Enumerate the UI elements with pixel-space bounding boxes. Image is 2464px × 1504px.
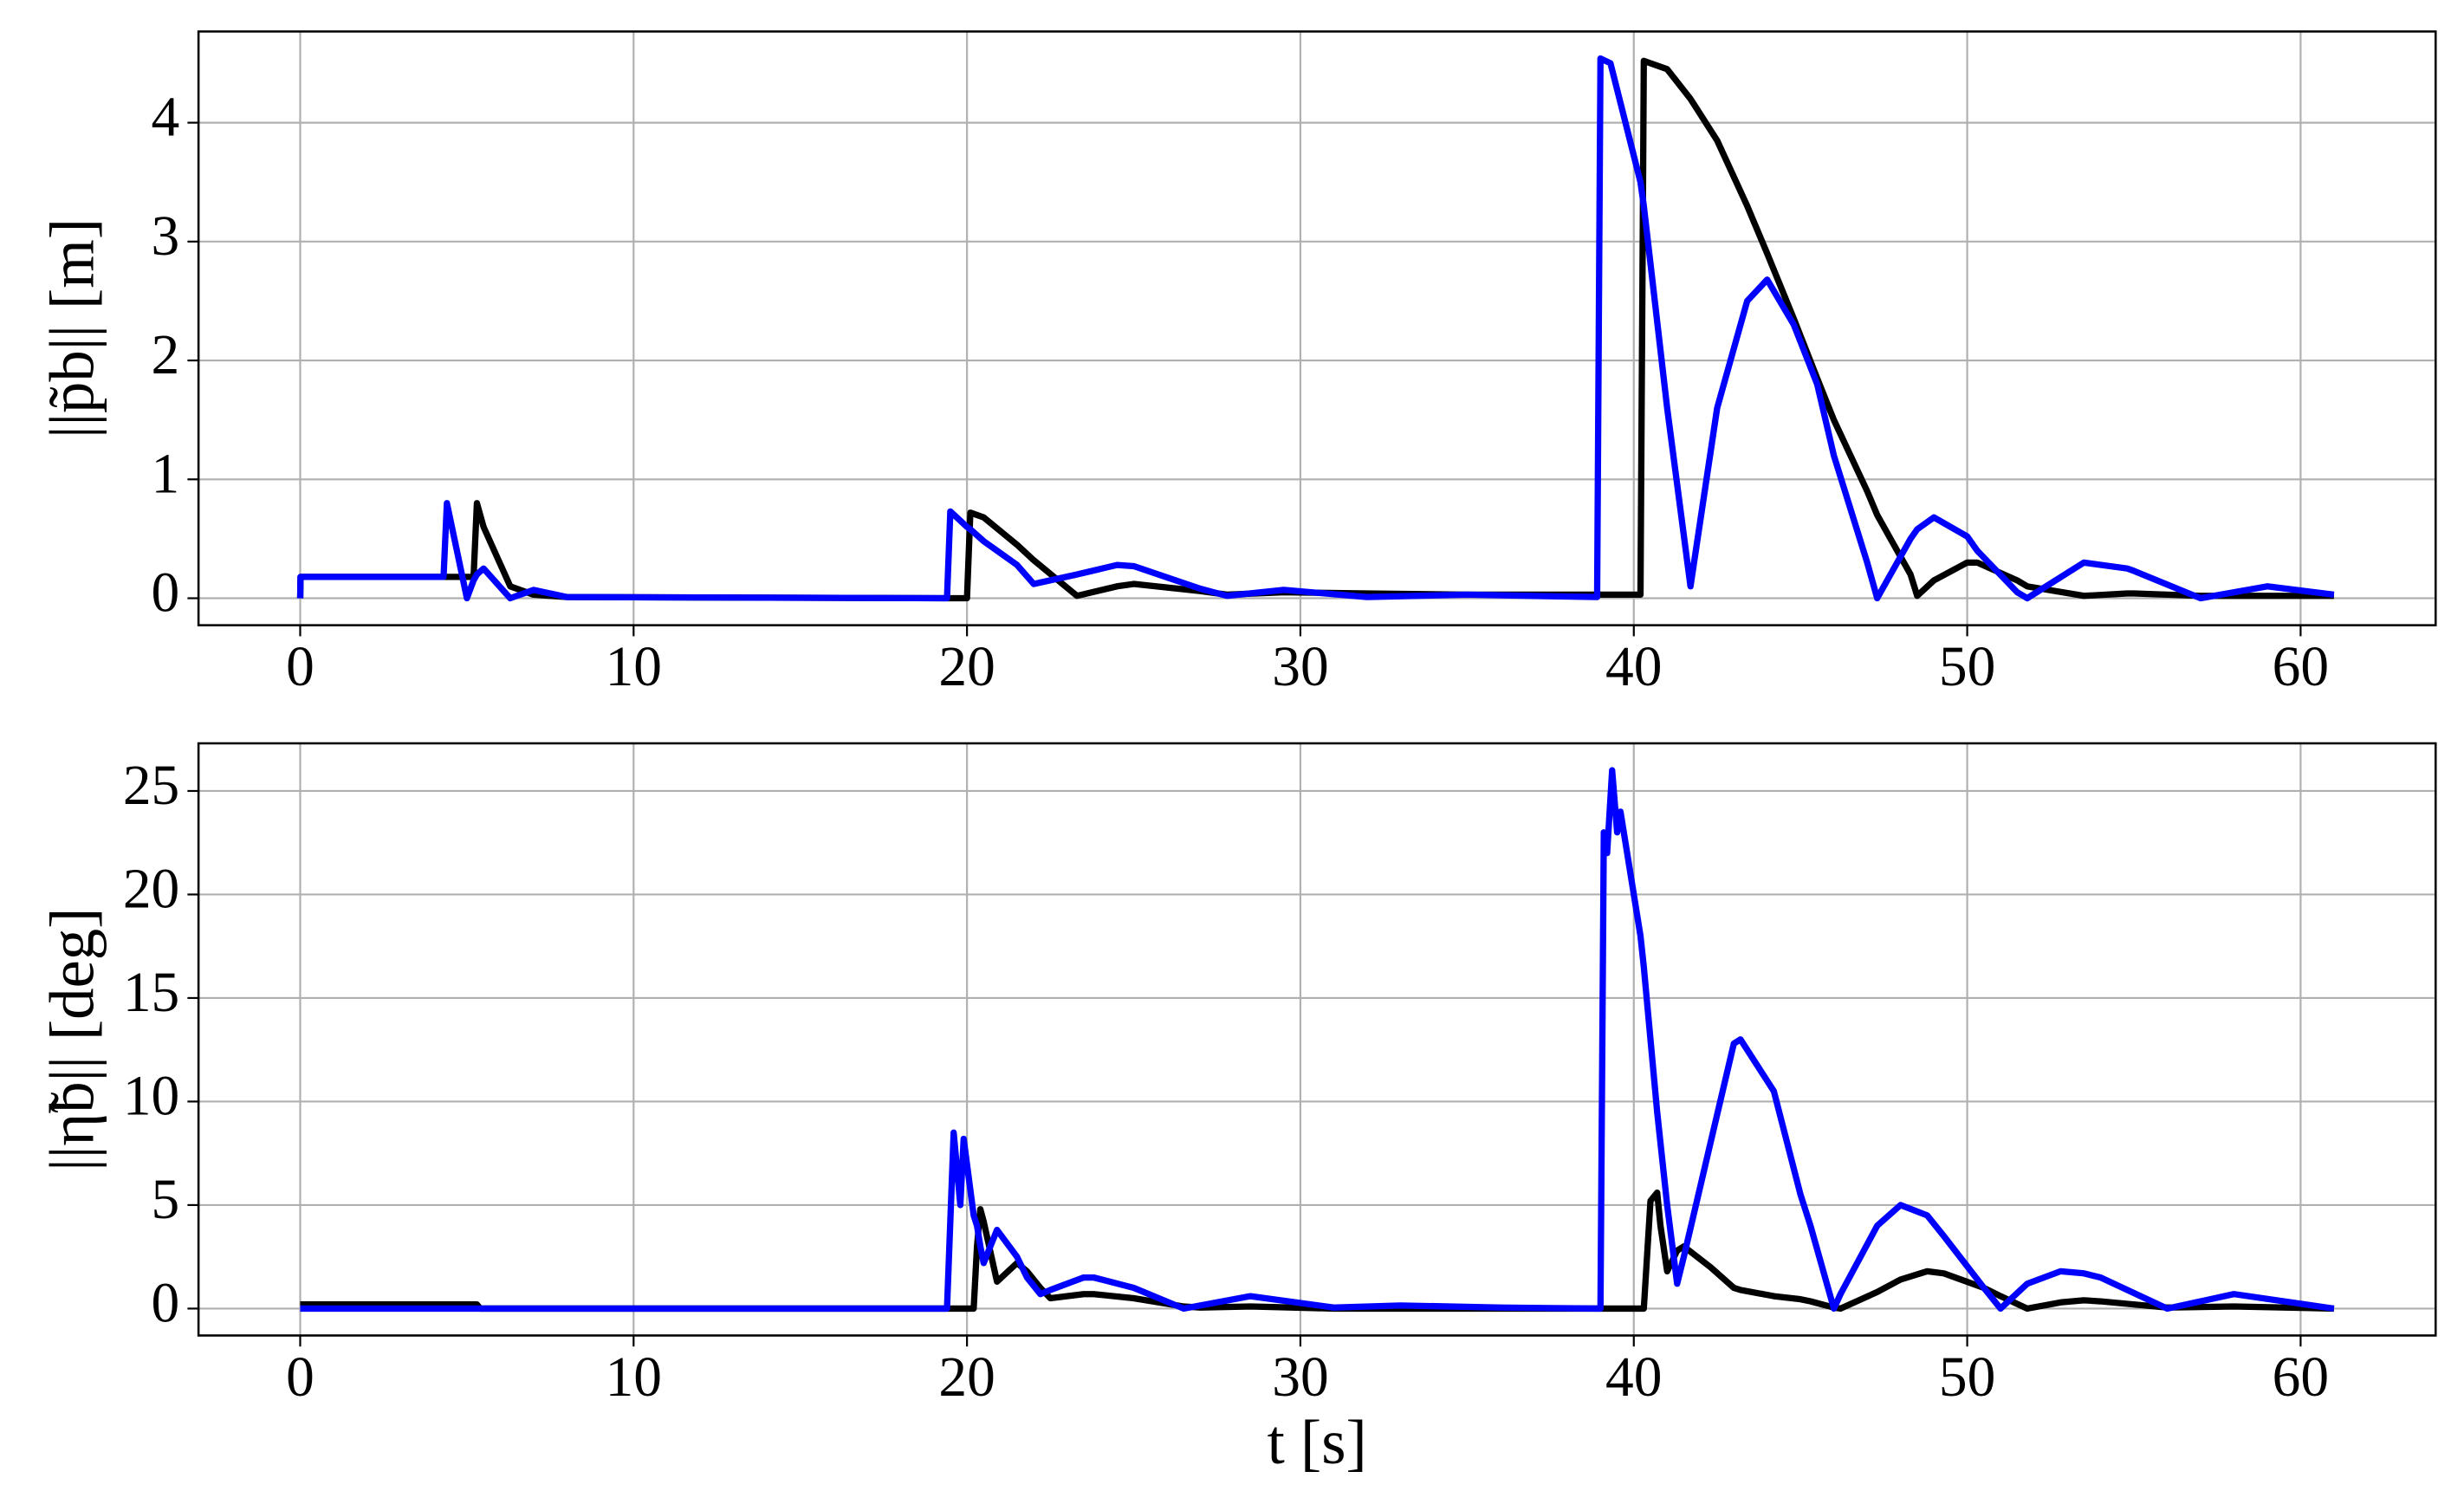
plot-frame bbox=[197, 30, 2437, 626]
x-tick-label: 20 bbox=[938, 636, 995, 698]
y-tick-label: 1 bbox=[152, 443, 180, 505]
data-line bbox=[296, 55, 2335, 602]
x-tick-label: 10 bbox=[606, 636, 662, 698]
y-tick-label: 2 bbox=[152, 324, 180, 386]
plot-frame bbox=[197, 742, 2437, 1337]
y-axis-label: ||η̃b|| [deg] bbox=[37, 908, 107, 1171]
x-tick-label: 50 bbox=[1939, 636, 1995, 698]
y-tick-label: 0 bbox=[152, 562, 180, 625]
x-axis-label: t [s] bbox=[1268, 1407, 1367, 1477]
x-tick-label: 0 bbox=[286, 636, 314, 698]
x-tick-label: 50 bbox=[1939, 1346, 1995, 1409]
x-tick-label: 10 bbox=[606, 1346, 662, 1409]
y-tick-label: 4 bbox=[152, 87, 180, 149]
y-tick-label: 10 bbox=[123, 1065, 179, 1127]
y-tick-label: 5 bbox=[152, 1169, 180, 1231]
x-tick-label: 30 bbox=[1272, 636, 1328, 698]
x-tick-label: 40 bbox=[1605, 1346, 1662, 1409]
x-tick-label: 40 bbox=[1605, 636, 1662, 698]
data-line bbox=[300, 1189, 2334, 1313]
x-tick-label: 60 bbox=[2273, 1346, 2329, 1409]
x-tick-label: 30 bbox=[1272, 1346, 1328, 1409]
y-tick-label: 25 bbox=[123, 755, 179, 817]
y-tick-label: 3 bbox=[152, 205, 180, 268]
x-tick-label: 20 bbox=[938, 1346, 995, 1409]
y-tick-label: 20 bbox=[123, 858, 179, 920]
y-tick-label: 15 bbox=[123, 962, 179, 1024]
y-axis-label: ||p̃b|| [m] bbox=[37, 218, 107, 438]
x-tick-label: 0 bbox=[286, 1346, 314, 1409]
y-tick-label: 0 bbox=[152, 1272, 180, 1334]
x-tick-label: 60 bbox=[2273, 636, 2329, 698]
data-line bbox=[300, 767, 2335, 1313]
data-line bbox=[296, 57, 2334, 602]
